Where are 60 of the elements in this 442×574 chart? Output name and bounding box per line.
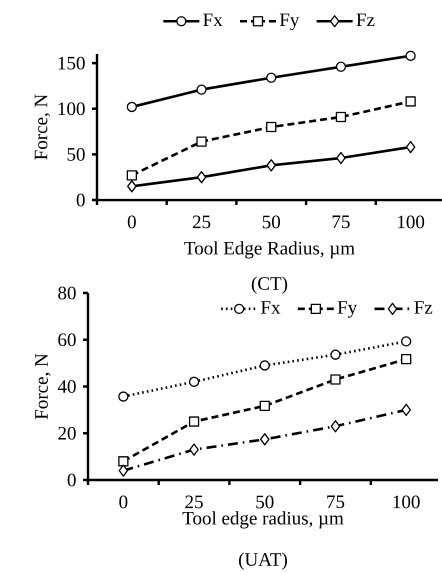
y-tick-label: 20 [58, 426, 76, 440]
point [118, 456, 128, 466]
x-tick-label: 100 [394, 496, 420, 508]
legend-label: Fx [203, 14, 222, 26]
point [336, 152, 346, 164]
y-tick-label: 100 [58, 102, 85, 116]
text: (UAT) [239, 552, 287, 570]
y-tick-label: 40 [58, 380, 76, 393]
x-tick-label: 50 [256, 496, 274, 508]
x-axis-title: Tool Edge Radius, µm [184, 241, 355, 258]
x-tick-label: 25 [192, 216, 210, 228]
point [405, 50, 416, 61]
point [118, 391, 128, 402]
point [266, 122, 276, 132]
x-tick-label: 75 [327, 496, 344, 508]
point [405, 96, 416, 107]
point [196, 171, 206, 184]
x-tick-label: 0 [119, 496, 128, 508]
point [260, 433, 270, 446]
y-axis-title: Force, N [34, 94, 50, 160]
legend-label: Fy [338, 301, 358, 318]
point [127, 180, 137, 192]
point [196, 136, 207, 147]
legend-label: Fz [414, 301, 432, 314]
point [330, 420, 340, 432]
point [330, 374, 341, 385]
point [401, 404, 411, 416]
point [260, 360, 270, 371]
point [126, 170, 137, 181]
point [260, 400, 270, 412]
x-tick-label: 100 [398, 216, 424, 228]
y-tick-label: 80 [58, 286, 76, 300]
point [336, 112, 346, 122]
point [266, 159, 276, 172]
y-tick-label: 50 [68, 148, 85, 161]
annotation: (CT) [252, 276, 288, 294]
point [188, 416, 200, 427]
x-tick-label: 75 [332, 216, 350, 228]
point [189, 443, 199, 456]
legend-label: Fx [261, 301, 280, 314]
point [126, 102, 137, 112]
x-tick-label: 25 [185, 496, 203, 508]
x-tick-label: 0 [128, 216, 136, 228]
point [330, 350, 341, 360]
point [266, 72, 276, 83]
y-tick-label: 150 [58, 56, 85, 70]
point [196, 84, 207, 95]
y-tick-label: 60 [58, 333, 76, 346]
point [336, 62, 346, 72]
legend-label: Fz [356, 14, 374, 26]
point [401, 354, 412, 364]
point [188, 376, 200, 387]
y-tick-label: 0 [68, 474, 76, 486]
y-axis-title: Force, N [35, 354, 51, 420]
legend-label: Fy [280, 14, 300, 30]
point [118, 464, 128, 477]
point [406, 140, 416, 154]
x-axis-title: Tool edge radius, µm [182, 511, 344, 528]
y-tick-label: 0 [76, 194, 85, 206]
x-tick-label: 50 [262, 216, 280, 228]
